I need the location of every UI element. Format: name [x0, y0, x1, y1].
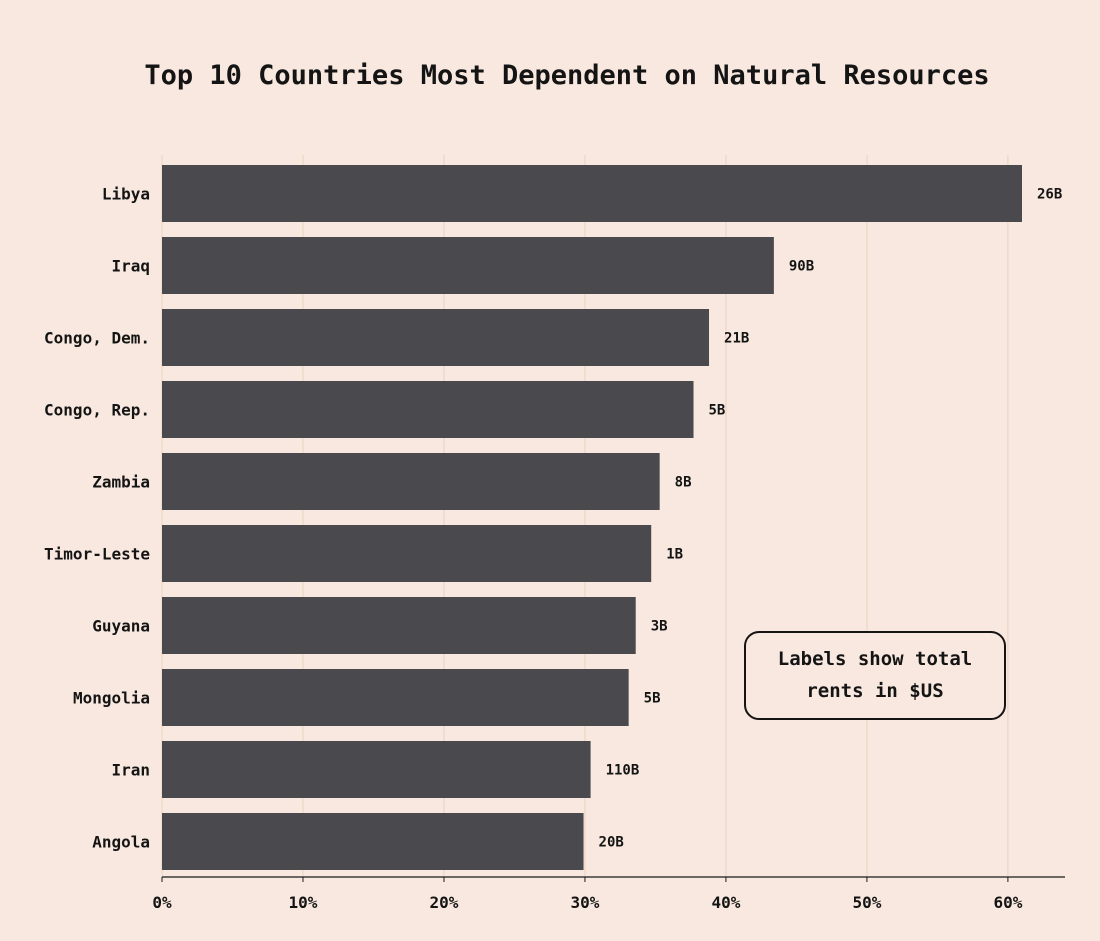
bar-libya [162, 165, 1022, 222]
x-tick-label: 20% [430, 893, 459, 912]
bar-congo-rep [162, 381, 694, 438]
category-label-timor-leste: Timor-Leste [44, 545, 150, 564]
bars [162, 165, 1022, 870]
category-labels: Libya Iraq Congo, Dem. Congo, Rep. Zambia Tim… [44, 185, 150, 852]
category-label-mongolia: Mongolia [73, 689, 150, 708]
annotation-line-2: rents in $US [806, 680, 943, 702]
x-tick-label: 40% [711, 893, 740, 912]
annotation-frame [744, 631, 1006, 720]
value-labels: 26B 90B 21B 5B 8B 1B 3B 5B 110B 20B [599, 187, 1063, 851]
category-label-iran: Iran [111, 761, 150, 780]
x-tick-label: 0% [152, 893, 172, 912]
bar-congo-dem [162, 309, 710, 366]
category-label-congo-dem: Congo, Dem. [44, 329, 150, 348]
x-tick-label: 50% [852, 893, 881, 912]
x-tick-label: 60% [993, 893, 1022, 912]
bar-timor-leste [162, 525, 652, 582]
annotation-line-1: Labels show total [778, 648, 972, 670]
bar-angola [162, 813, 584, 870]
value-label-iraq: 90B [789, 259, 814, 275]
category-label-libya: Libya [102, 185, 150, 204]
value-label-libya: 26B [1037, 187, 1062, 203]
bar-zambia [162, 453, 660, 510]
category-label-iraq: Iraq [111, 257, 150, 276]
value-label-guyana: 3B [651, 619, 668, 635]
chart-title: Top 10 Countries Most Dependent on Natur… [144, 60, 989, 91]
bar-iran [162, 741, 591, 798]
value-label-angola: 20B [599, 835, 624, 851]
value-label-congo-dem: 21B [724, 331, 749, 347]
category-label-congo-rep: Congo, Rep. [44, 401, 150, 420]
annotation-box: Labels show total rents in $US [744, 631, 1006, 720]
bar-guyana [162, 597, 636, 654]
value-label-zambia: 8B [675, 475, 692, 491]
bar-mongolia [162, 669, 629, 726]
category-label-angola: Angola [92, 833, 150, 852]
value-label-congo-rep: 5B [709, 403, 726, 419]
x-axis: 0% 10% 20% 30% 40% 50% 60% [152, 876, 1065, 912]
value-label-iran: 110B [606, 763, 640, 779]
bar-iraq [162, 237, 774, 294]
value-label-mongolia: 5B [644, 691, 661, 707]
category-label-guyana: Guyana [92, 617, 150, 636]
x-tick-label: 10% [289, 893, 318, 912]
value-label-timor-leste: 1B [666, 547, 683, 563]
x-tick-label: 30% [570, 893, 599, 912]
category-label-zambia: Zambia [92, 473, 150, 492]
